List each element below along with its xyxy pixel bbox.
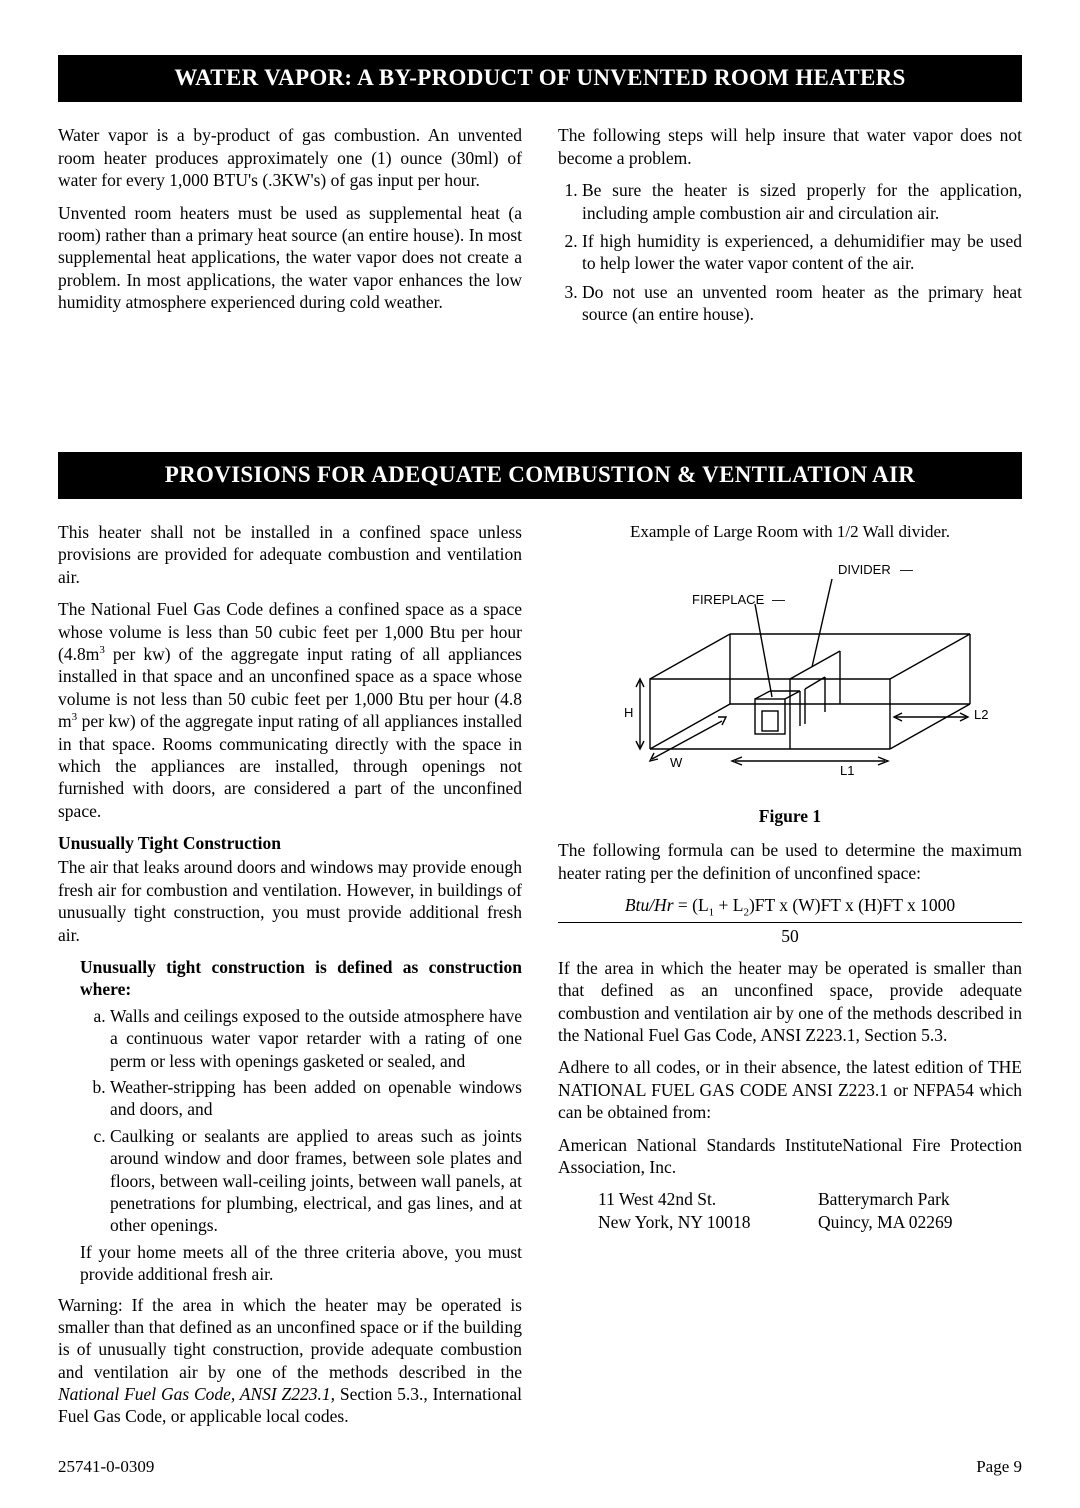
label-divider: DIVIDER	[838, 562, 891, 577]
section2-left: This heater shall not be installed in a …	[58, 521, 522, 1438]
s1-left-p1: Water vapor is a by-product of gas combu…	[58, 124, 522, 191]
figure-1-title: Example of Large Room with 1/2 Wall divi…	[558, 521, 1022, 543]
footer-page-number: Page 9	[976, 1456, 1022, 1478]
formula-numerator: Btu/Hr = (L1 + L2)FT x (W)FT x (H)FT x 1…	[558, 894, 1022, 923]
figure-1-wrap: Example of Large Room with 1/2 Wall divi…	[558, 521, 1022, 827]
label-l1: L1	[840, 763, 854, 778]
s2-left-p1: This heater shall not be installed in a …	[58, 521, 522, 588]
label-l2: L2	[974, 707, 988, 722]
section2-columns: This heater shall not be installed in a …	[58, 521, 1022, 1438]
tight-follow-note: If your home meets all of the three crit…	[80, 1241, 522, 1286]
tight-definition-lead: Unusually tight construction is defined …	[80, 956, 522, 1001]
formula-denominator: 50	[558, 923, 1022, 947]
address-nfpa-city: Quincy, MA 02269	[818, 1211, 953, 1233]
address-ansi-street: 11 West 42nd St.	[598, 1188, 818, 1210]
banner-provisions: PROVISIONS FOR ADEQUATE COMBUSTION & VEN…	[58, 452, 1022, 499]
tight-def-a: Walls and ceilings exposed to the outsid…	[110, 1005, 522, 1072]
s2-left-p2: The National Fuel Gas Code defines a con…	[58, 598, 522, 822]
page-footer: 25741-0-0309 Page 9	[58, 1456, 1022, 1478]
warning-para: Warning: If the area in which the heater…	[58, 1294, 522, 1428]
address-row-2: New York, NY 10018 Quincy, MA 02269	[598, 1211, 1022, 1233]
section1-right: The following steps will help insure tha…	[558, 124, 1022, 331]
tight-construction-para: The air that leaks around doors and wind…	[58, 856, 522, 946]
room-diagram: DIVIDER — FIREPLACE — H W L1 L2	[580, 549, 1000, 799]
banner-water-vapor: WATER VAPOR: A BY-PRODUCT OF UNVENTED RO…	[58, 55, 1022, 102]
s1-step-2: If high humidity is experienced, a dehum…	[582, 230, 1022, 275]
footer-doc-number: 25741-0-0309	[58, 1456, 154, 1478]
address-row-1: 11 West 42nd St. Batterymarch Park	[598, 1188, 1022, 1210]
label-h: H	[624, 705, 633, 720]
figure-1-caption: Figure 1	[558, 805, 1022, 827]
tight-definition-list: Walls and ceilings exposed to the outsid…	[58, 1005, 522, 1237]
tight-def-b: Weather-stripping has been added on open…	[110, 1076, 522, 1121]
s2-right-p4: American National Standards InstituteNat…	[558, 1134, 1022, 1179]
address-nfpa-street: Batterymarch Park	[818, 1188, 950, 1210]
formula-intro: The following formula can be used to det…	[558, 839, 1022, 884]
tight-def-c: Caulking or sealants are applied to area…	[110, 1125, 522, 1237]
label-fireplace: FIREPLACE	[692, 592, 765, 607]
section1-columns: Water vapor is a by-product of gas combu…	[58, 124, 1022, 331]
svg-text:—: —	[772, 592, 785, 607]
section1-left: Water vapor is a by-product of gas combu…	[58, 124, 522, 331]
section2-right: Example of Large Room with 1/2 Wall divi…	[558, 521, 1022, 1438]
s2-right-p2: If the area in which the heater may be o…	[558, 957, 1022, 1047]
formula-block: Btu/Hr = (L1 + L2)FT x (W)FT x (H)FT x 1…	[558, 894, 1022, 947]
s1-left-p2: Unvented room heaters must be used as su…	[58, 202, 522, 314]
s1-right-intro: The following steps will help insure tha…	[558, 124, 1022, 169]
s1-step-3: Do not use an unvented room heater as th…	[582, 281, 1022, 326]
svg-text:—: —	[900, 562, 913, 577]
label-w: W	[670, 755, 683, 770]
s1-step-1: Be sure the heater is sized properly for…	[582, 179, 1022, 224]
address-ansi-city: New York, NY 10018	[598, 1211, 818, 1233]
s2-right-p3: Adhere to all codes, or in their absence…	[558, 1056, 1022, 1123]
s1-steps-list: Be sure the heater is sized properly for…	[558, 179, 1022, 325]
tight-construction-heading: Unusually Tight Construction	[58, 832, 522, 854]
